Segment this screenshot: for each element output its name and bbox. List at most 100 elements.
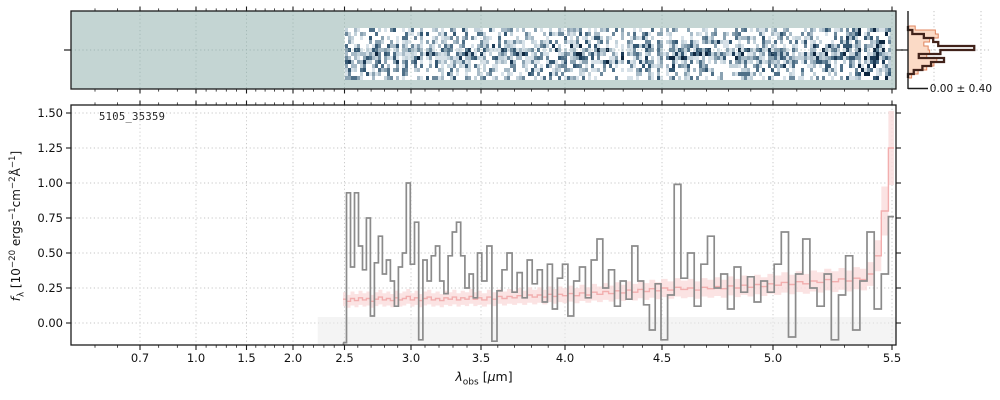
noise-cell [750, 36, 753, 40]
noise-cell [888, 68, 891, 72]
noise-cell [528, 36, 531, 40]
noise-cell [402, 44, 405, 48]
noise-cell [852, 36, 855, 40]
noise-cell [750, 52, 753, 56]
noise-cell [801, 56, 804, 60]
noise-cell [702, 56, 705, 60]
noise-cell [381, 68, 384, 72]
noise-cell [852, 52, 855, 56]
noise-cell [573, 52, 576, 56]
noise-cell [405, 44, 408, 48]
noise-cell [519, 40, 522, 44]
spectrum-2d-noise [345, 28, 891, 80]
noise-cell [849, 32, 852, 36]
noise-cell [369, 28, 372, 32]
noise-cell [882, 60, 885, 64]
noise-cell [588, 52, 591, 56]
noise-cell [453, 28, 456, 32]
noise-cell [852, 32, 855, 36]
noise-cell [576, 56, 579, 60]
axis-label-fragment: ] [9, 150, 23, 156]
noise-cell [510, 52, 513, 56]
noise-cell [771, 56, 774, 60]
noise-cell [768, 60, 771, 64]
noise-cell [444, 52, 447, 56]
axis-label-fragment: −2 [8, 176, 18, 190]
noise-cell [510, 28, 513, 32]
noise-cell [369, 60, 372, 64]
noise-cell [414, 68, 417, 72]
noise-cell [414, 44, 417, 48]
noise-cell [828, 56, 831, 60]
noise-cell [750, 72, 753, 76]
noise-cell [819, 52, 822, 56]
noise-cell [435, 64, 438, 68]
noise-cell [606, 40, 609, 44]
noise-cell [420, 28, 423, 32]
noise-cell [744, 28, 747, 32]
noise-cell [393, 28, 396, 32]
noise-cell [825, 64, 828, 68]
noise-cell [765, 60, 768, 64]
noise-cell [870, 56, 873, 60]
noise-cell [696, 52, 699, 56]
noise-cell [432, 48, 435, 52]
noise-cell [450, 60, 453, 64]
noise-cell [789, 56, 792, 60]
noise-cell [483, 36, 486, 40]
noise-cell [846, 44, 849, 48]
noise-cell [630, 36, 633, 40]
noise-cell [396, 40, 399, 44]
noise-cell [402, 28, 405, 32]
noise-cell [822, 60, 825, 64]
noise-cell [558, 68, 561, 72]
noise-cell [477, 64, 480, 68]
noise-cell [378, 72, 381, 76]
noise-cell [438, 76, 441, 80]
noise-cell [657, 76, 660, 80]
noise-cell [672, 52, 675, 56]
noise-cell [849, 36, 852, 40]
noise-cell [813, 44, 816, 48]
noise-cell [798, 36, 801, 40]
noise-cell [564, 56, 567, 60]
noise-cell [570, 32, 573, 36]
noise-cell [639, 36, 642, 40]
noise-cell [828, 28, 831, 32]
noise-cell [579, 64, 582, 68]
noise-cell [744, 48, 747, 52]
noise-cell [555, 68, 558, 72]
noise-cell [558, 64, 561, 68]
noise-cell [867, 56, 870, 60]
noise-cell [774, 44, 777, 48]
noise-cell [357, 48, 360, 52]
noise-cell [564, 36, 567, 40]
noise-cell [621, 36, 624, 40]
noise-cell [732, 52, 735, 56]
noise-cell [690, 44, 693, 48]
noise-cell [837, 48, 840, 52]
noise-cell [786, 52, 789, 56]
noise-cell [360, 36, 363, 40]
noise-cell [639, 68, 642, 72]
noise-cell [462, 40, 465, 44]
noise-cell [579, 60, 582, 64]
noise-cell [867, 36, 870, 40]
noise-cell [615, 56, 618, 60]
noise-cell [882, 28, 885, 32]
noise-cell [609, 36, 612, 40]
noise-cell [570, 60, 573, 64]
noise-cell [741, 48, 744, 52]
noise-cell [723, 44, 726, 48]
noise-cell [456, 56, 459, 60]
noise-cell [789, 64, 792, 68]
noise-cell [525, 48, 528, 52]
noise-cell [402, 36, 405, 40]
noise-cell [555, 64, 558, 68]
noise-cell [867, 68, 870, 72]
noise-cell [516, 36, 519, 40]
noise-cell [561, 72, 564, 76]
noise-cell [498, 52, 501, 56]
noise-cell [615, 76, 618, 80]
noise-cell [627, 48, 630, 52]
